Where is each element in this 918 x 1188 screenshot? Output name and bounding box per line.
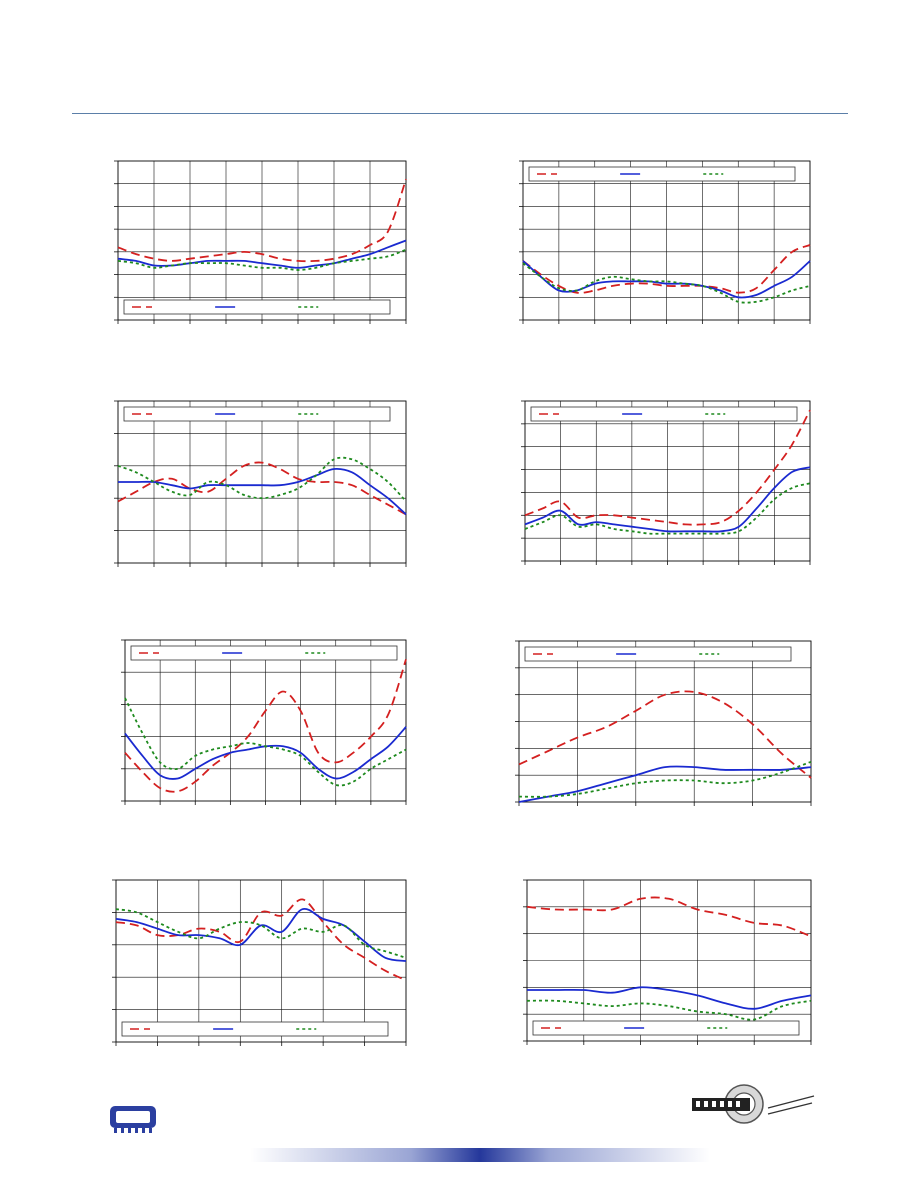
chart-7 — [112, 879, 407, 1046]
series-line-3 — [117, 248, 407, 271]
chart-8 — [523, 879, 812, 1045]
memory-chip-icon — [110, 1106, 156, 1133]
legend — [530, 406, 798, 422]
plot-area — [526, 879, 812, 1042]
legend-box — [524, 646, 792, 662]
series-line-2 — [518, 765, 812, 803]
legend — [121, 1021, 389, 1037]
legend-box — [123, 406, 391, 422]
series-line-3 — [117, 456, 407, 503]
plot-area — [518, 640, 812, 803]
legend-box — [530, 406, 798, 422]
chart-1 — [114, 160, 407, 324]
series-line-2 — [118, 467, 407, 516]
chart-6 — [515, 640, 812, 806]
series-line-1 — [115, 898, 407, 982]
header-divider — [72, 113, 848, 114]
series-line-3 — [124, 697, 407, 787]
plot-area — [524, 400, 811, 562]
legend — [123, 299, 391, 315]
series-line-2 — [524, 466, 811, 533]
plot-area — [522, 160, 811, 321]
series-line-3 — [518, 760, 812, 798]
plot-area — [124, 639, 407, 802]
series-line-2 — [115, 907, 407, 962]
series-line-1 — [117, 178, 407, 263]
series-line-1 — [117, 461, 407, 516]
chart-4 — [521, 400, 811, 565]
series-line-1 — [526, 896, 812, 938]
legend-box — [532, 1020, 800, 1036]
series-line-3 — [526, 999, 812, 1021]
series-line-2 — [527, 986, 812, 1010]
legend — [532, 1020, 800, 1036]
chart-2 — [519, 160, 811, 324]
legend-box — [121, 1021, 389, 1037]
series-line-1 — [124, 659, 407, 793]
legend-box — [123, 299, 391, 315]
series-line-3 — [115, 908, 407, 959]
chart-5 — [121, 639, 407, 805]
chart-3 — [114, 400, 407, 567]
brand-logo — [692, 1084, 815, 1124]
plot-area — [115, 879, 407, 1043]
series-line-1 — [524, 409, 811, 526]
footer-gradient-bar — [250, 1148, 710, 1162]
legend — [130, 645, 398, 661]
series-line-1 — [518, 690, 812, 779]
legend-box — [528, 166, 796, 182]
legend — [524, 646, 792, 662]
series-line-3 — [522, 262, 811, 304]
legend — [123, 406, 391, 422]
legend — [528, 166, 796, 182]
legend-box — [130, 645, 398, 661]
